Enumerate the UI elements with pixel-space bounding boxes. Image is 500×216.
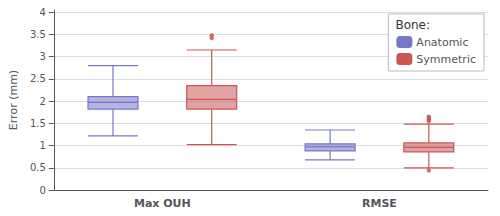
- svg-text:Symmetric: Symmetric: [416, 53, 476, 66]
- svg-text:Anatomic: Anatomic: [416, 36, 468, 49]
- svg-text:3.5: 3.5: [30, 29, 46, 40]
- svg-text:Error (mm): Error (mm): [7, 70, 20, 130]
- svg-text:0: 0: [39, 185, 45, 196]
- svg-text:3: 3: [39, 51, 45, 62]
- svg-text:1: 1: [39, 140, 45, 151]
- svg-text:Max OUH: Max OUH: [134, 197, 191, 210]
- svg-text:1.5: 1.5: [30, 118, 46, 129]
- svg-text:4: 4: [39, 7, 45, 18]
- svg-text:0.5: 0.5: [30, 162, 46, 173]
- svg-text:RMSE: RMSE: [362, 197, 397, 210]
- svg-text:Bone:: Bone:: [395, 18, 430, 32]
- svg-text:2: 2: [39, 96, 45, 107]
- svg-text:2.5: 2.5: [30, 73, 46, 84]
